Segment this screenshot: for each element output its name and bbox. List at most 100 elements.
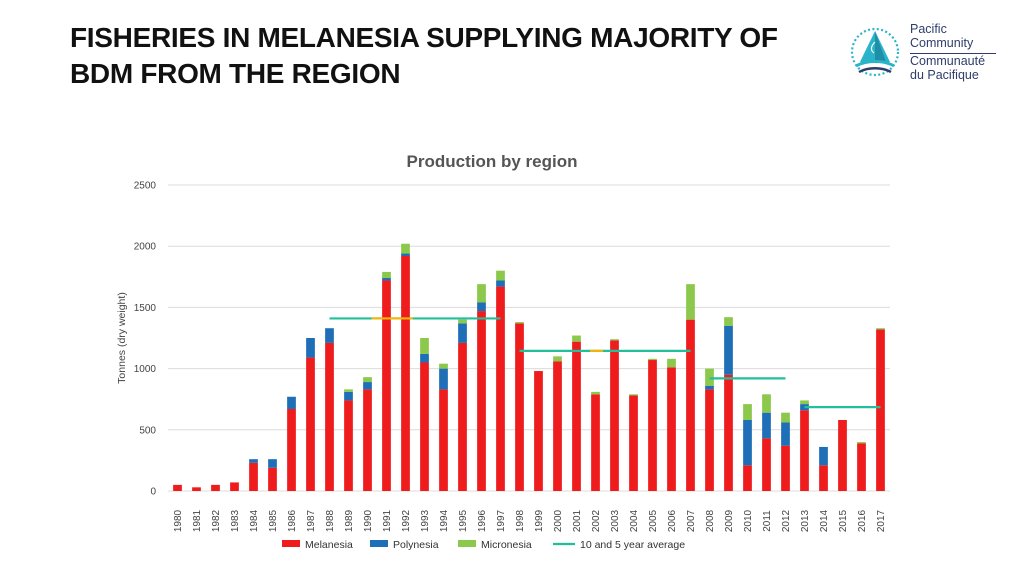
logo-line-4: du Pacifique xyxy=(910,68,979,82)
y-tick-label: 2500 xyxy=(134,181,157,192)
bar-polynesia-2008 xyxy=(705,385,714,390)
pacific-community-logo: Pacific Community Communauté du Pacifiqu… xyxy=(846,22,1006,88)
bar-melanesia-1989 xyxy=(344,400,353,491)
x-tick-label: 1998 xyxy=(515,509,526,532)
bar-melanesia-2010 xyxy=(743,465,752,491)
bar-micronesia-2012 xyxy=(781,412,790,423)
bar-micronesia-1996 xyxy=(477,284,486,303)
bar-melanesia-1997 xyxy=(496,286,505,491)
bar-micronesia-2013 xyxy=(800,400,809,405)
bar-micronesia-2002 xyxy=(591,391,600,395)
bar-polynesia-1984 xyxy=(249,459,258,463)
bar-polynesia-1997 xyxy=(496,280,505,287)
bar-micronesia-1991 xyxy=(382,271,391,279)
x-tick-label: 2005 xyxy=(648,509,659,532)
x-tick-label: 2001 xyxy=(572,509,583,532)
bar-melanesia-2001 xyxy=(572,341,581,491)
bar-melanesia-2009 xyxy=(724,374,733,491)
legend-item: Melanesia xyxy=(282,539,353,551)
x-tick-label: 1989 xyxy=(344,509,355,532)
legend-item: Polynesia xyxy=(370,539,439,551)
x-tick-label: 1994 xyxy=(439,509,450,532)
x-tick-label: 2013 xyxy=(800,509,811,532)
bar-melanesia-1995 xyxy=(458,342,467,491)
bar-melanesia-2016 xyxy=(857,443,866,491)
bar-melanesia-2011 xyxy=(762,438,771,491)
legend-swatch xyxy=(458,540,476,547)
bar-micronesia-1998 xyxy=(515,322,524,324)
x-tick-label: 1987 xyxy=(306,509,317,532)
legend-label: 10 and 5 year average xyxy=(580,539,685,551)
bar-melanesia-1993 xyxy=(420,362,429,491)
legend-label: Polynesia xyxy=(393,539,439,551)
logo-line-1: Pacific xyxy=(910,22,947,36)
legend-item: Micronesia xyxy=(458,539,532,551)
x-tick-label: 2012 xyxy=(781,509,792,532)
x-tick-label: 2003 xyxy=(610,509,621,532)
bar-polynesia-1993 xyxy=(420,353,429,363)
bar-micronesia-2000 xyxy=(553,356,562,362)
y-tick-label: 1000 xyxy=(134,364,157,375)
legend-item: 10 and 5 year average xyxy=(553,539,685,551)
bar-melanesia-1999 xyxy=(534,371,543,491)
bar-melanesia-1984 xyxy=(249,462,258,491)
bar-melanesia-2017 xyxy=(876,329,885,491)
x-tick-label: 1981 xyxy=(192,509,203,532)
bar-polynesia-1988 xyxy=(325,328,334,343)
x-tick-label: 1983 xyxy=(230,509,241,532)
bar-micronesia-2008 xyxy=(705,368,714,386)
legend-swatch xyxy=(282,540,300,547)
slide-title: FISHERIES IN MELANESIA SUPPLYING MAJORIT… xyxy=(70,20,830,92)
x-tick-label: 2006 xyxy=(667,509,678,532)
bar-polynesia-1989 xyxy=(344,391,353,401)
bar-micronesia-1995 xyxy=(458,319,467,324)
bar-micronesia-1994 xyxy=(439,363,448,369)
bar-melanesia-1986 xyxy=(287,408,296,491)
bar-micronesia-2001 xyxy=(572,335,581,342)
x-tick-label: 1997 xyxy=(496,509,507,532)
y-axis-ticks: 0 500 1000 1500 2000 2500 xyxy=(134,181,157,498)
x-tick-label: 1988 xyxy=(325,509,336,532)
x-tick-label: 1982 xyxy=(211,509,222,532)
bar-melanesia-2012 xyxy=(781,445,790,491)
chart-title: Production by region xyxy=(407,152,578,171)
bar-melanesia-1982 xyxy=(211,484,220,491)
logo-line-2: Community xyxy=(910,36,974,50)
bar-micronesia-2009 xyxy=(724,317,733,326)
bar-micronesia-1993 xyxy=(420,338,429,354)
x-tick-label: 1991 xyxy=(382,509,393,532)
bars xyxy=(173,243,885,491)
x-tick-label: 2010 xyxy=(743,509,754,532)
slide-title-line-1: FISHERIES IN MELANESIA SUPPLYING MAJORIT… xyxy=(70,22,778,53)
legend-label: Micronesia xyxy=(481,539,532,551)
y-tick-label: 2000 xyxy=(134,242,157,253)
bar-polynesia-2012 xyxy=(781,422,790,446)
bar-melanesia-2008 xyxy=(705,389,714,491)
y-axis-title: Tonnes (dry weight) xyxy=(116,292,128,384)
bar-melanesia-1981 xyxy=(192,487,201,491)
bar-polynesia-1987 xyxy=(306,338,315,358)
bar-melanesia-1988 xyxy=(325,342,334,491)
bar-melanesia-2015 xyxy=(838,420,847,491)
bar-micronesia-1992 xyxy=(401,243,410,254)
y-tick-label: 500 xyxy=(139,425,156,436)
logo-text: Pacific Community Communauté du Pacifiqu… xyxy=(910,22,985,82)
bar-melanesia-2003 xyxy=(610,340,619,491)
bar-polynesia-1985 xyxy=(268,459,277,468)
bar-polynesia-1995 xyxy=(458,323,467,343)
x-axis-ticks: 1980 1981 1982 1983 1984 1985 1986 1987 1988 1989… xyxy=(173,509,887,532)
legend: Melanesia Polynesia Micronesia 10 and 5 yea… xyxy=(282,539,685,551)
legend-label: Melanesia xyxy=(305,539,353,551)
x-tick-label: 2008 xyxy=(705,509,716,532)
bar-polynesia-1990 xyxy=(363,382,372,390)
x-tick-label: 2016 xyxy=(857,509,868,532)
bar-micronesia-2005 xyxy=(648,358,657,361)
x-tick-label: 2015 xyxy=(838,509,849,532)
bar-micronesia-2010 xyxy=(743,404,752,421)
legend-swatch xyxy=(370,540,388,547)
pacific-community-emblem-icon xyxy=(850,27,900,77)
x-tick-label: 1990 xyxy=(363,509,374,532)
y-tick-label: 0 xyxy=(150,487,156,498)
x-tick-label: 2007 xyxy=(686,509,697,532)
